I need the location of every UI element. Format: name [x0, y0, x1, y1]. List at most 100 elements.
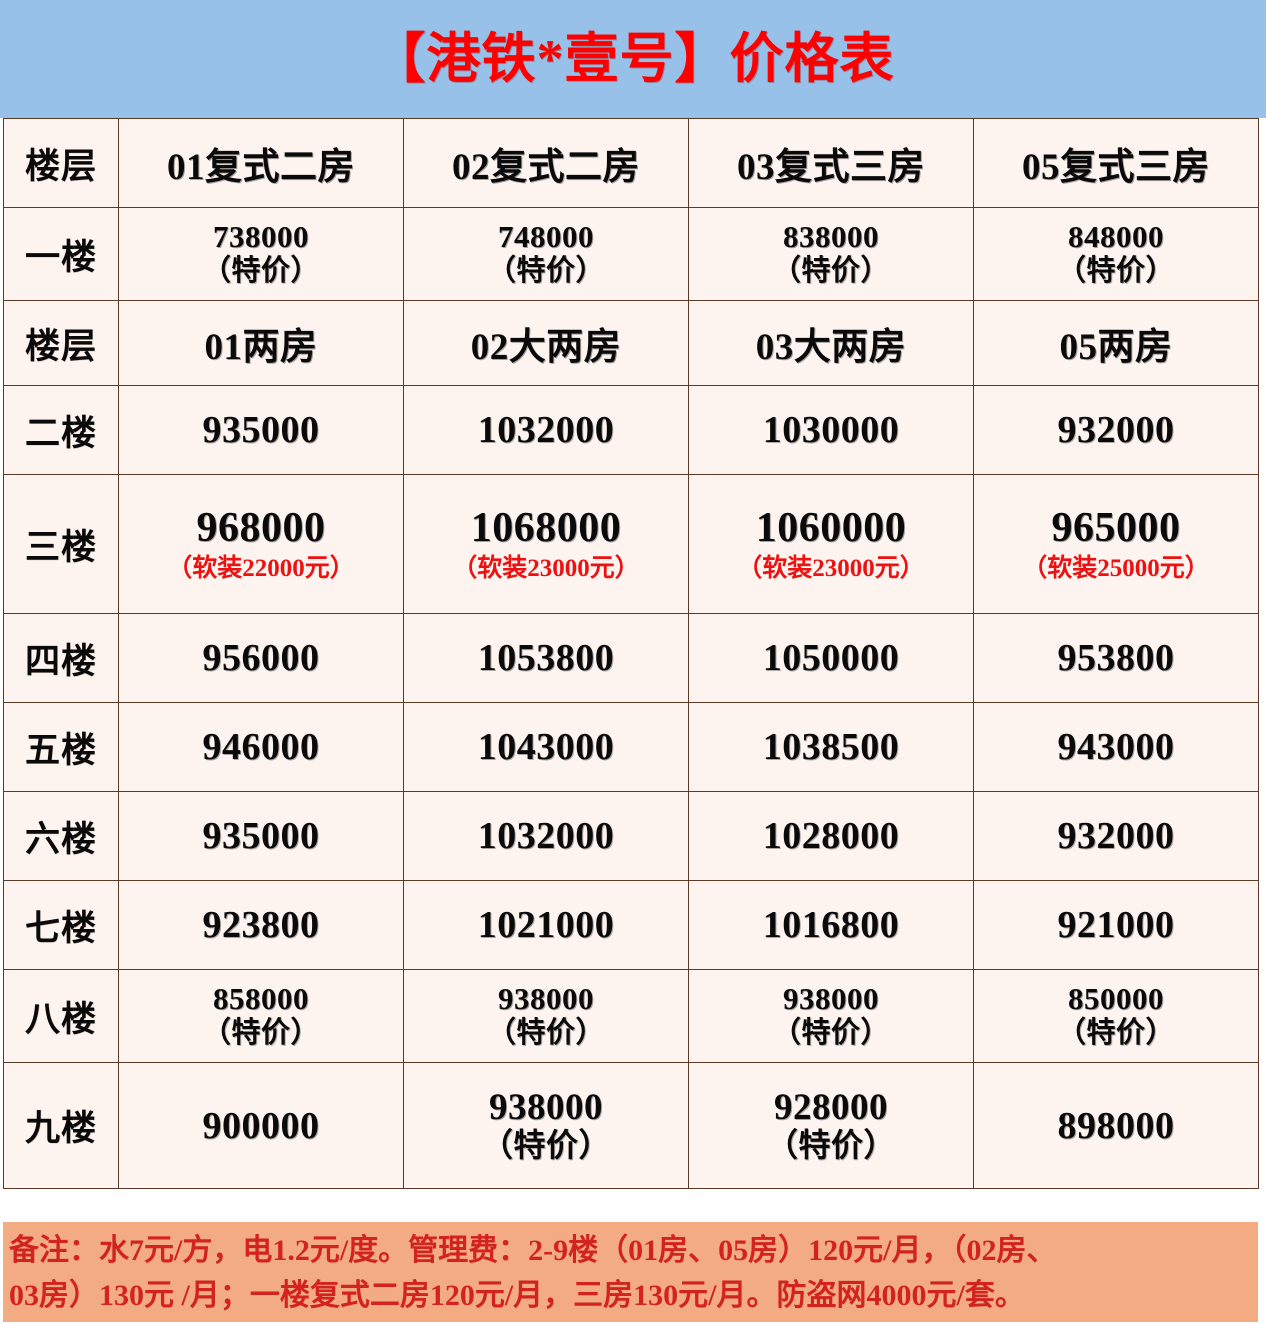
price-table: 楼层 01复式二房 02复式二房 03复式三房 05复式三房 一楼 738000… — [3, 118, 1259, 1189]
table-header-row-duplex: 楼层 01复式二房 02复式二房 03复式三房 05复式三房 — [3, 118, 1259, 208]
price-cell-f4-c4: 953800 — [973, 613, 1259, 703]
price-cell-f7-c1: 923800 — [118, 880, 404, 970]
header-unit-05-duplex: 05复式三房 — [973, 118, 1259, 208]
floor-label-6: 六楼 — [3, 791, 119, 881]
header-floor-label-1: 楼层 — [3, 118, 119, 208]
table-row-floor-9: 九楼 900000 938000 （特价） 928000 （特价） — [3, 1062, 1259, 1189]
page-title: 【港铁*壹号】价格表 — [371, 29, 895, 89]
floor-label-9: 九楼 — [3, 1062, 119, 1189]
price-value: 838000 — [783, 219, 879, 255]
price-cell-f1-c3: 838000 （特价） — [688, 207, 974, 301]
price-note: （特价） — [771, 1017, 890, 1050]
price-cell-f6-c3: 1028000 — [688, 791, 974, 881]
price-value: 965000 — [1051, 505, 1181, 552]
price-cell-f2-c1: 935000 — [118, 385, 404, 475]
price-subnote: （软装22000元） — [167, 554, 355, 582]
price-value: 738000 — [213, 219, 309, 255]
price-cell-f5-c4: 943000 — [973, 702, 1259, 792]
table-row-floor-6: 六楼 935000 1032000 1028000 932000 — [3, 791, 1259, 881]
floor-label-4: 四楼 — [3, 613, 119, 703]
price-cell-f2-c3: 1030000 — [688, 385, 974, 475]
price-value: 748000 — [498, 219, 594, 255]
price-cell-f3-c4: 965000 （软装25000元） — [973, 474, 1259, 614]
price-subnote: （软装23000元） — [452, 554, 640, 582]
price-cell-f4-c2: 1053800 — [403, 613, 689, 703]
header-floor-label-2: 楼层 — [3, 300, 119, 386]
price-cell-f8-c3: 938000 （特价） — [688, 969, 974, 1063]
price-cell-f5-c1: 946000 — [118, 702, 404, 792]
price-value: 928000 — [774, 1086, 888, 1128]
price-cell-f9-c2: 938000 （特价） — [403, 1062, 689, 1189]
header-unit-03-duplex: 03复式三房 — [688, 118, 974, 208]
header-unit-02-flat: 02大两房 — [403, 300, 689, 386]
price-cell-f2-c2: 1032000 — [403, 385, 689, 475]
price-cell-f5-c2: 1043000 — [403, 702, 689, 792]
price-cell-f7-c2: 1021000 — [403, 880, 689, 970]
price-note: （特价） — [480, 1127, 611, 1164]
price-cell-f4-c3: 1050000 — [688, 613, 974, 703]
price-value: 1060000 — [755, 505, 907, 552]
floor-label-3: 三楼 — [3, 474, 119, 614]
price-cell-f5-c3: 1038500 — [688, 702, 974, 792]
price-cell-f8-c4: 850000 （特价） — [973, 969, 1259, 1063]
floor-label-1: 一楼 — [3, 207, 119, 301]
price-value: 938000 — [783, 981, 879, 1017]
table-row-floor-2: 二楼 935000 1032000 1030000 932000 — [3, 385, 1259, 475]
header-unit-01-flat: 01两房 — [118, 300, 404, 386]
floor-label-5: 五楼 — [3, 702, 119, 792]
price-subnote: （软装23000元） — [737, 554, 925, 582]
table-row-floor-1: 一楼 738000 （特价） 748000 （特价） — [3, 207, 1259, 301]
price-note: （特价） — [201, 255, 320, 288]
price-value: 848000 — [1068, 219, 1164, 255]
table-row-floor-5: 五楼 946000 1043000 1038500 943000 — [3, 702, 1259, 792]
price-value: 1068000 — [470, 505, 622, 552]
price-cell-f1-c2: 748000 （特价） — [403, 207, 689, 301]
table-row-floor-7: 七楼 923800 1021000 1016800 921000 — [3, 880, 1259, 970]
price-value: 858000 — [213, 981, 309, 1017]
floor-label-2: 二楼 — [3, 385, 119, 475]
price-note: （特价） — [486, 255, 605, 288]
price-note: （特价） — [1056, 255, 1175, 288]
header-unit-03-flat: 03大两房 — [688, 300, 974, 386]
price-cell-f9-c4: 898000 — [973, 1062, 1259, 1189]
price-cell-f2-c4: 932000 — [973, 385, 1259, 475]
price-note: （特价） — [771, 255, 890, 288]
price-cell-f7-c4: 921000 — [973, 880, 1259, 970]
table-row-floor-4: 四楼 956000 1053800 1050000 953800 — [3, 613, 1259, 703]
header-unit-01-duplex: 01复式二房 — [118, 118, 404, 208]
price-table-wrapper: 楼层 01复式二房 02复式二房 03复式三房 05复式三房 一楼 738000… — [3, 118, 1259, 1189]
floor-label-7: 七楼 — [3, 880, 119, 970]
price-value: 850000 — [1068, 981, 1164, 1017]
price-cell-f8-c2: 938000 （特价） — [403, 969, 689, 1063]
price-cell-f9-c3: 928000 （特价） — [688, 1062, 974, 1189]
price-cell-f9-c1: 900000 — [118, 1062, 404, 1189]
price-value: 938000 — [489, 1086, 603, 1128]
footer-line-1: 备注：水7元/方，电1.2元/度。管理费：2-9楼（01房、05房）120元/月… — [9, 1234, 1057, 1267]
price-note: （特价） — [201, 1017, 320, 1050]
price-cell-f8-c1: 858000 （特价） — [118, 969, 404, 1063]
price-note: （特价） — [765, 1127, 896, 1164]
footer-line-2: 03房）130元 /月；一楼复式二房120元/月，三房130元/月。防盗网400… — [9, 1279, 1025, 1312]
price-value: 968000 — [196, 505, 326, 552]
footer-remarks: 备注：水7元/方，电1.2元/度。管理费：2-9楼（01房、05房）120元/月… — [3, 1222, 1258, 1322]
price-note: （特价） — [486, 1017, 605, 1050]
price-cell-f3-c1: 968000 （软装22000元） — [118, 474, 404, 614]
floor-label-8: 八楼 — [3, 969, 119, 1063]
title-banner: 【港铁*壹号】价格表 — [0, 0, 1266, 118]
price-cell-f3-c3: 1060000 （软装23000元） — [688, 474, 974, 614]
price-cell-f3-c2: 1068000 （软装23000元） — [403, 474, 689, 614]
table-row-floor-3: 三楼 968000 （软装22000元） 1068000 （软装23000元） — [3, 474, 1259, 614]
price-cell-f1-c1: 738000 （特价） — [118, 207, 404, 301]
price-cell-f6-c4: 932000 — [973, 791, 1259, 881]
price-cell-f7-c3: 1016800 — [688, 880, 974, 970]
price-note: （特价） — [1056, 1017, 1175, 1050]
price-subnote: （软装25000元） — [1022, 554, 1210, 582]
price-cell-f6-c2: 1032000 — [403, 791, 689, 881]
price-cell-f1-c4: 848000 （特价） — [973, 207, 1259, 301]
price-cell-f4-c1: 956000 — [118, 613, 404, 703]
table-header-row-flats: 楼层 01两房 02大两房 03大两房 05两房 — [3, 300, 1259, 386]
price-cell-f6-c1: 935000 — [118, 791, 404, 881]
header-unit-05-flat: 05两房 — [973, 300, 1259, 386]
table-row-floor-8: 八楼 858000 （特价） 938000 （特价） — [3, 969, 1259, 1063]
